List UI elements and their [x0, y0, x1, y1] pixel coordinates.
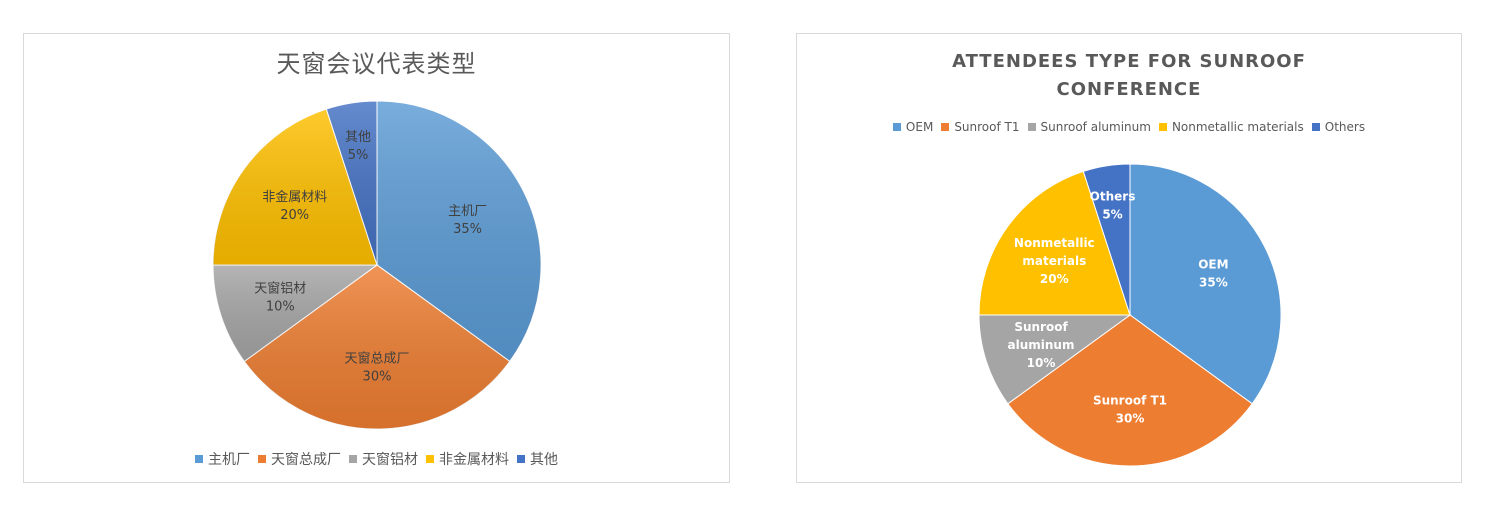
cn-legend-label-4: 其他	[530, 452, 558, 468]
en-legend-item-2: Sunroof aluminum	[1027, 120, 1151, 134]
cn-slice-shade-2	[213, 265, 377, 362]
pie-chart-en: OEM 35% Sunroof T1 30% Sunroof aluminum 10% Non…	[978, 163, 1282, 467]
chart-title-en-line2: CONFERENCE	[1056, 79, 1202, 100]
en-legend-label-1: Sunroof T1	[954, 120, 1020, 134]
legend-cn: 主机厂 天窗总成厂 天窗铝材 非金属材料 其他	[24, 449, 729, 469]
chart-title-cn: 天窗会议代表类型	[276, 50, 477, 78]
chart-panel-cn: 天窗会议代表类型 主机厂 35% 天窗总成厂 30% 天窗铝材 10% 非金属材料 20% 其他…	[23, 33, 730, 483]
en-legend-label-3: Nonmetallic materials	[1171, 120, 1304, 134]
en-slice-1	[1007, 314, 1253, 467]
en-legend-swatch-1	[941, 123, 950, 131]
cn-legend-item-3: 非金属材料	[426, 449, 509, 469]
en-legend-item-3: Nonmetallic materials	[1158, 120, 1304, 134]
cn-legend-swatch-1	[258, 455, 266, 463]
cn-slice-label-3: 非金属材料 20%	[262, 189, 327, 223]
en-legend-label-2: Sunroof aluminum	[1040, 120, 1151, 134]
cn-legend-item-2: 天窗铝材	[349, 449, 418, 469]
pie-chart-cn: 主机厂 35% 天窗总成厂 30% 天窗铝材 10% 非金属材料 20% 其他 5%	[212, 100, 542, 430]
cn-slice-label-2: 天窗铝材 10%	[254, 280, 306, 314]
en-slice-2	[978, 314, 1132, 405]
en-legend-label-4: Others	[1324, 120, 1366, 134]
cn-slice-shade-1	[244, 265, 510, 430]
en-slice-4	[1082, 163, 1131, 316]
cn-legend-label-1: 天窗总成厂	[271, 452, 341, 468]
cn-legend-item-1: 天窗总成厂	[258, 449, 341, 469]
cn-legend-label-2: 天窗铝材	[362, 452, 418, 468]
en-slice-3	[978, 170, 1131, 316]
en-legend-item-4: Others	[1311, 120, 1366, 134]
cn-slice-label-1: 天窗总成厂 30%	[344, 351, 409, 385]
cn-legend-item-0: 主机厂	[195, 449, 250, 469]
cn-slice-shade-3	[213, 109, 377, 265]
en-legend-swatch-4	[1311, 123, 1320, 131]
en-legend-label-0: OEM	[905, 120, 934, 134]
cn-slice-label-0: 主机厂 35%	[448, 204, 487, 237]
chart-title-en-line1: ATTENDEES TYPE FOR SUNROOF	[952, 51, 1306, 72]
cn-legend-swatch-4	[517, 455, 525, 463]
en-legend-swatch-3	[1158, 123, 1167, 131]
en-legend-swatch-2	[1027, 123, 1036, 131]
en-slice-label-4: Others 5%	[1090, 190, 1136, 222]
cn-legend-item-4: 其他	[517, 449, 558, 469]
chart-title-en: ATTENDEES TYPE FOR SUNROOF CONFERENCE	[797, 48, 1461, 104]
cn-legend-label-0: 主机厂	[208, 452, 250, 468]
chart-panel-en: ATTENDEES TYPE FOR SUNROOF CONFERENCE OE…	[796, 33, 1462, 483]
cn-legend-swatch-0	[195, 455, 203, 463]
en-legend-item-0: OEM	[892, 120, 934, 134]
en-slice-label-0: OEM 35%	[1198, 258, 1228, 290]
en-slice-0	[1129, 163, 1282, 405]
en-slice-label-3: Nonmetallic materials 20%	[1014, 236, 1095, 286]
cn-legend-swatch-2	[349, 455, 357, 463]
en-slice-label-2: Sunroof aluminum 10%	[1008, 320, 1075, 370]
legend-en: OEM Sunroof T1 Sunroof aluminum Nonmetallic…	[797, 120, 1461, 134]
cn-legend-swatch-3	[426, 455, 434, 463]
en-slice-label-1: Sunroof T1 30%	[1093, 394, 1167, 426]
cn-slice-label-4: 其他 5%	[345, 130, 371, 163]
en-legend-item-1: Sunroof T1	[941, 120, 1020, 134]
en-legend-swatch-0	[892, 123, 901, 131]
cn-legend-label-3: 非金属材料	[439, 452, 509, 468]
cn-slice-shade-4	[326, 101, 377, 265]
cn-slice-shade-0	[377, 101, 542, 362]
